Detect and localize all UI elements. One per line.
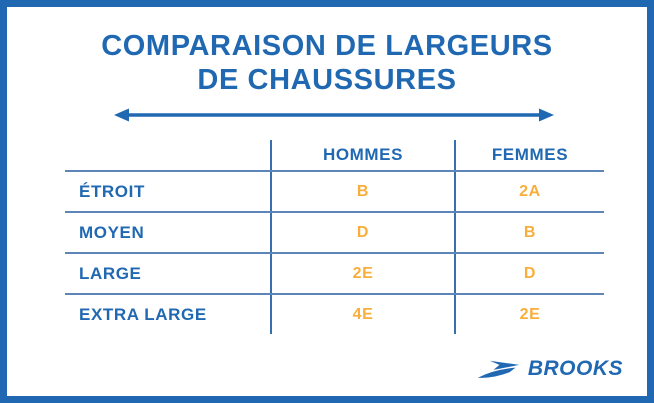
- row-value-femmes: D: [454, 254, 604, 293]
- row-value-femmes: 2A: [454, 172, 604, 211]
- row-value-hommes: D: [270, 213, 454, 252]
- table-row: MOYEN D B: [65, 211, 604, 252]
- table-header-hommes: HOMMES: [270, 140, 454, 170]
- page-title-line2: DE CHAUSSURES: [197, 64, 457, 96]
- row-label: ÉTROIT: [79, 181, 145, 201]
- row-value-hommes: 4E: [270, 295, 454, 334]
- table-row: ÉTROIT B 2A: [65, 170, 604, 211]
- row-value-femmes: B: [454, 213, 604, 252]
- row-value-femmes: 2E: [454, 295, 604, 334]
- row-label: EXTRA LARGE: [79, 304, 207, 324]
- brooks-logo-mark-icon: [477, 360, 519, 378]
- table-row: EXTRA LARGE 4E 2E: [65, 293, 604, 334]
- brooks-logo: BROOKS: [476, 357, 623, 381]
- row-label: MOYEN: [79, 222, 145, 242]
- row-label: LARGE: [79, 263, 142, 283]
- double-arrow-icon: [114, 108, 554, 122]
- table-header-femmes: FEMMES: [454, 140, 604, 170]
- page-title: COMPARAISON DE LARGEURS DE CHAUSSURES: [7, 29, 647, 97]
- table-header-row: HOMMES FEMMES: [65, 140, 604, 170]
- width-comparison-table: HOMMES FEMMES ÉTROIT B 2A MOYEN D B LARG…: [65, 140, 604, 334]
- table-header-empty-cell: [65, 140, 270, 170]
- table-row: LARGE 2E D: [65, 252, 604, 293]
- brooks-logo-text: BROOKS: [527, 357, 623, 380]
- page-title-line1: COMPARAISON DE LARGEURS: [101, 30, 553, 62]
- row-value-hommes: B: [270, 172, 454, 211]
- row-value-hommes: 2E: [270, 254, 454, 293]
